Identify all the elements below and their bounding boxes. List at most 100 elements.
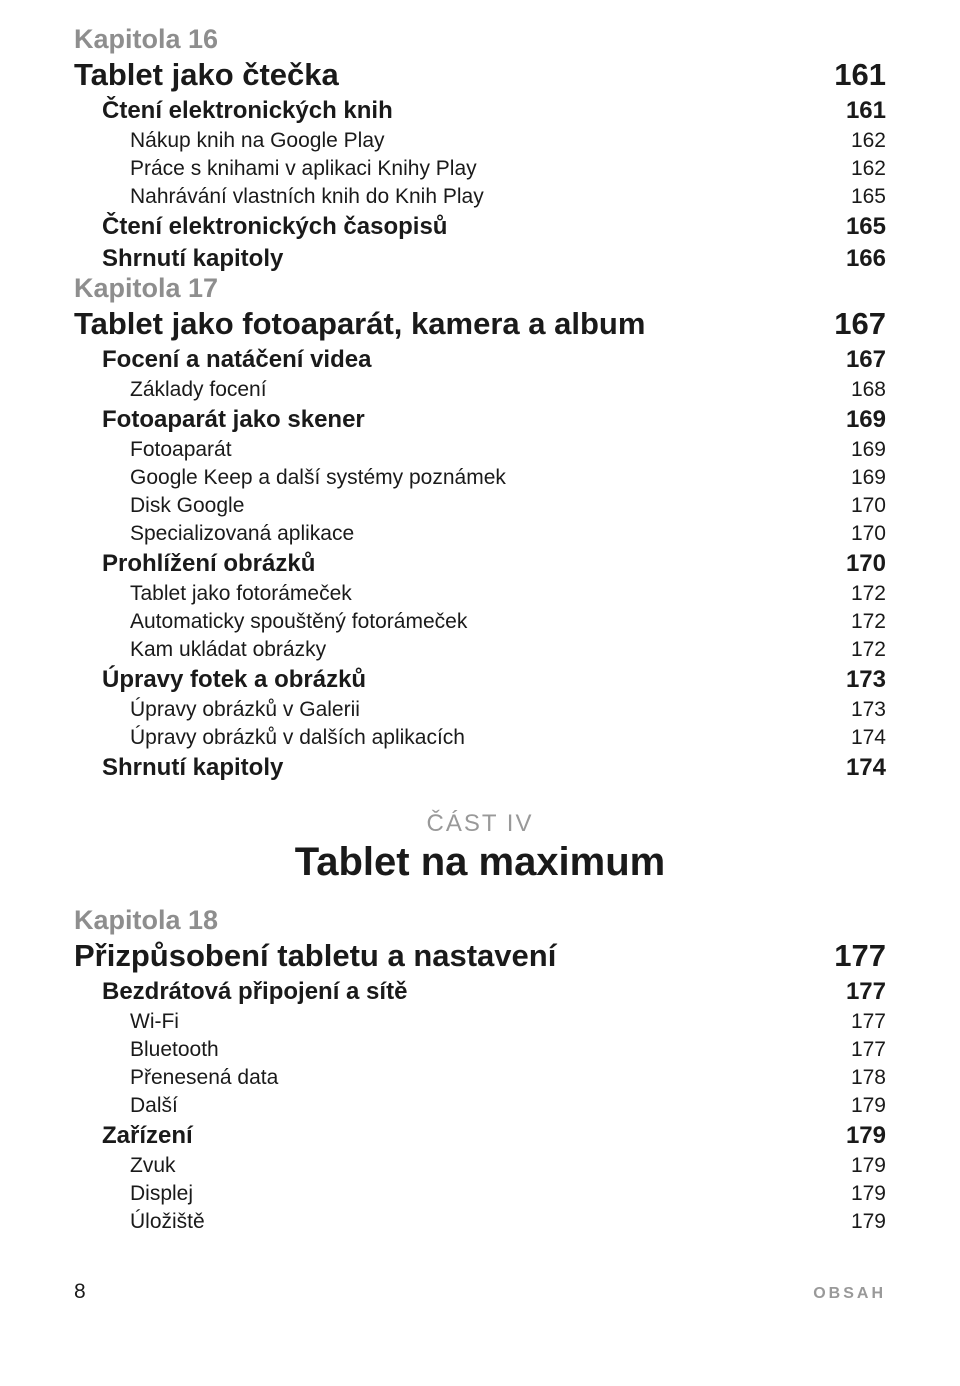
toc-row: Čtení elektronických knih 161 <box>74 97 886 125</box>
toc-entry-text: Nahrávání vlastních knih do Knih Play <box>130 185 484 209</box>
toc-row: Nahrávání vlastních knih do Knih Play 16… <box>74 185 886 209</box>
chapter-title: Tablet jako čtečka <box>74 57 339 93</box>
toc-entry-page: 172 <box>851 610 886 634</box>
chapter-title-row: Přizpůsobení tabletu a nastavení 177 <box>74 938 886 974</box>
chapter-label: Kapitola 17 <box>74 273 218 304</box>
chapter-page: 161 <box>834 57 886 93</box>
toc-entry-page: 168 <box>851 378 886 402</box>
chapter-title: Přizpůsobení tabletu a nastavení <box>74 938 556 974</box>
toc-entry-page: 162 <box>851 157 886 181</box>
toc-row: Nákup knih na Google Play 162 <box>74 129 886 153</box>
footer-section-label: OBSAH <box>813 1285 886 1303</box>
toc-entry-page: 173 <box>851 698 886 722</box>
toc-entry-text: Přenesená data <box>130 1066 278 1090</box>
chapter-label-row: Kapitola 17 <box>74 273 886 304</box>
toc-entry-page: 165 <box>851 185 886 209</box>
chapter-label: Kapitola 18 <box>74 905 218 936</box>
toc-row: Shrnutí kapitoly 166 <box>74 245 886 273</box>
toc-entry-text: Displej <box>130 1182 193 1206</box>
toc-entry-page: 172 <box>851 582 886 606</box>
toc-entry-text: Úpravy fotek a obrázků <box>102 666 366 694</box>
toc-row: Shrnutí kapitoly 174 <box>74 754 886 782</box>
toc-row: Specializovaná aplikace 170 <box>74 522 886 546</box>
toc-entry-text: Tablet jako fotorámeček <box>130 582 352 606</box>
toc-entry-page: 177 <box>846 978 886 1006</box>
toc-entry-page: 162 <box>851 129 886 153</box>
chapter-title: Tablet jako fotoaparát, kamera a album <box>74 306 645 342</box>
toc-entry-page: 179 <box>851 1154 886 1178</box>
toc-entry-text: Bluetooth <box>130 1038 219 1062</box>
toc-entry-text: Disk Google <box>130 494 244 518</box>
toc-entry-text: Shrnutí kapitoly <box>102 245 283 273</box>
toc-entry-page: 169 <box>846 406 886 434</box>
toc-entry-text: Automaticky spouštěný fotorámeček <box>130 610 467 634</box>
toc-entry-page: 177 <box>851 1038 886 1062</box>
toc-entry-text: Wi-Fi <box>130 1010 179 1034</box>
toc-row: Přenesená data 178 <box>74 1066 886 1090</box>
toc-row: Čtení elektronických časopisů 165 <box>74 213 886 241</box>
chapter-title-row: Tablet jako fotoaparát, kamera a album 1… <box>74 306 886 342</box>
toc-entry-text: Úložiště <box>130 1210 205 1234</box>
toc-entry-page: 161 <box>846 97 886 125</box>
toc-entry-page: 166 <box>846 245 886 273</box>
chapter-label: Kapitola 16 <box>74 24 218 55</box>
toc-row: Úložiště 179 <box>74 1210 886 1234</box>
toc-row: Úpravy obrázků v dalších aplikacích 174 <box>74 726 886 750</box>
toc-row: Práce s knihami v aplikaci Knihy Play 16… <box>74 157 886 181</box>
toc-row: Wi-Fi 177 <box>74 1010 886 1034</box>
toc-entry-text: Kam ukládat obrázky <box>130 638 326 662</box>
toc-entry-page: 170 <box>851 522 886 546</box>
toc-row: Fotoaparát jako skener 169 <box>74 406 886 434</box>
toc-row: Zvuk 179 <box>74 1154 886 1178</box>
toc-entry-page: 179 <box>851 1182 886 1206</box>
toc-row: Tablet jako fotorámeček 172 <box>74 582 886 606</box>
footer-page-number: 8 <box>74 1280 86 1304</box>
toc-row: Kam ukládat obrázky 172 <box>74 638 886 662</box>
chapter-title-row: Tablet jako čtečka 161 <box>74 57 886 93</box>
toc-row: Úpravy obrázků v Galerii 173 <box>74 698 886 722</box>
chapter-page: 177 <box>834 938 886 974</box>
toc-entry-text: Čtení elektronických časopisů <box>102 213 447 241</box>
toc-entry-text: Focení a natáčení videa <box>102 346 371 374</box>
toc-entry-text: Nákup knih na Google Play <box>130 129 385 153</box>
toc-entry-text: Další <box>130 1094 178 1118</box>
toc-entry-text: Fotoaparát <box>130 438 232 462</box>
toc-entry-text: Prohlížení obrázků <box>102 550 315 578</box>
toc-row: Základy focení 168 <box>74 378 886 402</box>
toc-row: Bluetooth 177 <box>74 1038 886 1062</box>
toc-row: Automaticky spouštěný fotorámeček 172 <box>74 610 886 634</box>
toc-entry-page: 178 <box>851 1066 886 1090</box>
chapter-page: 167 <box>834 306 886 342</box>
toc-row: Fotoaparát 169 <box>74 438 886 462</box>
toc-entry-text: Práce s knihami v aplikaci Knihy Play <box>130 157 477 181</box>
toc-entry-page: 174 <box>851 726 886 750</box>
toc-row: Disk Google 170 <box>74 494 886 518</box>
part-heading: ČÁST IV Tablet na maximum <box>74 810 886 885</box>
toc-entry-page: 170 <box>851 494 886 518</box>
toc-entry-text: Základy focení <box>130 378 267 402</box>
part-title: Tablet na maximum <box>74 840 886 885</box>
page-footer: 8 OBSAH <box>74 1280 886 1304</box>
toc-entry-page: 179 <box>851 1210 886 1234</box>
toc-entry-page: 174 <box>846 754 886 782</box>
toc-entry-page: 179 <box>846 1122 886 1150</box>
toc-entry-page: 179 <box>851 1094 886 1118</box>
chapter-label-row: Kapitola 18 <box>74 905 886 936</box>
toc-row: Bezdrátová připojení a sítě 177 <box>74 978 886 1006</box>
toc-row: Úpravy fotek a obrázků 173 <box>74 666 886 694</box>
toc-entry-text: Zařízení <box>102 1122 193 1150</box>
toc-entry-text: Google Keep a další systémy poznámek <box>130 466 506 490</box>
toc-row: Další 179 <box>74 1094 886 1118</box>
toc-entry-page: 165 <box>846 213 886 241</box>
toc-entry-page: 167 <box>846 346 886 374</box>
toc-entry-text: Úpravy obrázků v Galerii <box>130 698 360 722</box>
toc-entry-page: 172 <box>851 638 886 662</box>
toc-entry-text: Zvuk <box>130 1154 176 1178</box>
toc-row: Zařízení 179 <box>74 1122 886 1150</box>
toc-entry-text: Bezdrátová připojení a sítě <box>102 978 407 1006</box>
toc-row: Prohlížení obrázků 170 <box>74 550 886 578</box>
toc-entry-text: Specializovaná aplikace <box>130 522 354 546</box>
toc-entry-text: Shrnutí kapitoly <box>102 754 283 782</box>
toc-entry-page: 177 <box>851 1010 886 1034</box>
toc-entry-page: 169 <box>851 438 886 462</box>
